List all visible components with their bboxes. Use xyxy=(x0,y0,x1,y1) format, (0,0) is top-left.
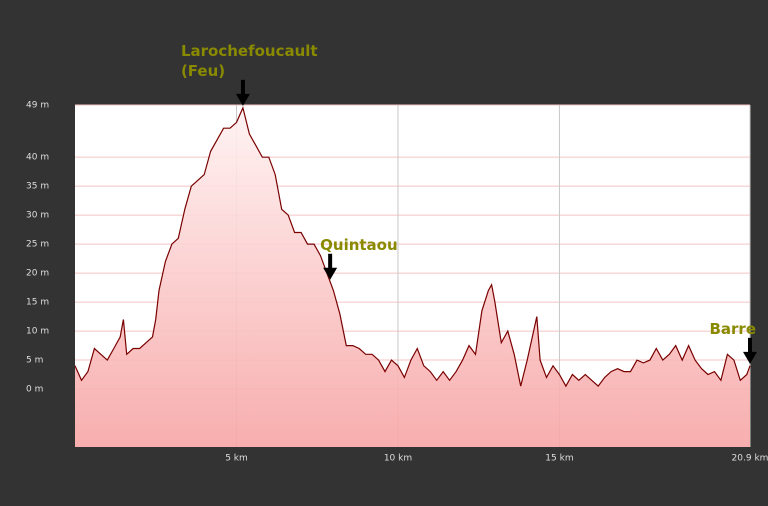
line xyxy=(74,106,751,388)
y-tick-label: 35 m xyxy=(26,182,49,192)
x-tick-label: 10 km xyxy=(384,454,412,464)
y-tick-label: 40 m xyxy=(26,153,49,163)
x-tick-label: 5 km xyxy=(225,454,248,464)
y-tick-label: 10 m xyxy=(26,327,49,337)
annotation-arrow xyxy=(235,79,250,106)
annotation-text: (Feu) xyxy=(181,62,225,80)
annotation-text: Barre xyxy=(709,320,756,338)
annotation-text: Larochefoucault xyxy=(181,42,318,60)
annotation-text: Quintaou xyxy=(320,236,398,254)
y-tick-label: 15 m xyxy=(26,298,49,308)
area xyxy=(75,107,750,448)
y-tick-label: 49 m xyxy=(26,101,49,111)
annotation-arrow xyxy=(323,253,338,280)
y-tick-label: 0 m xyxy=(26,385,43,395)
x-tick-label: 15 km xyxy=(545,454,573,464)
y-tick-label: 20 m xyxy=(26,269,49,279)
annotation-arrow xyxy=(743,337,757,364)
x-tick-label: 20.9 km xyxy=(732,454,768,464)
y-tick-label: 25 m xyxy=(26,240,49,250)
y-tick-label: 5 m xyxy=(26,356,43,366)
y-tick-label: 30 m xyxy=(26,211,49,221)
